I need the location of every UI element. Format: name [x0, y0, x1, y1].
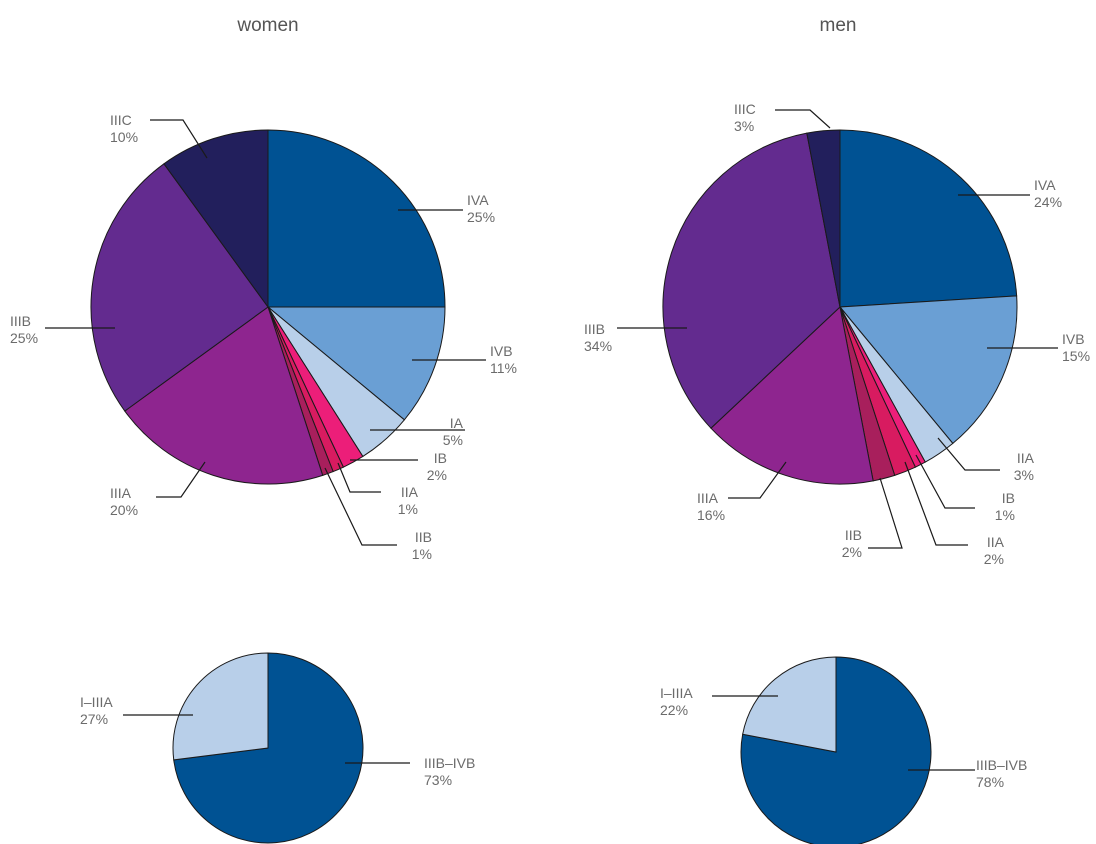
women-pie: IVA 25%IVB 11%IA 5%IB 2%IIA 1%IIB 1%IIIA 20%III… [10, 112, 517, 562]
women-slice-iiib-7 [90, 163, 269, 412]
percent-label: 24% [1034, 194, 1062, 210]
category-label: IVB [490, 343, 513, 359]
men-slice-iva-0 [839, 129, 1018, 308]
percent-label: 27% [80, 711, 108, 727]
category-label: IA [450, 415, 464, 431]
men-summary-pie: IIIB–IVB 78% I–IIIA 22% [660, 656, 1027, 844]
category-label: IIIA [110, 485, 132, 501]
women-label-iib-5: IIB 1% [412, 529, 432, 562]
category-label: IIIC [734, 101, 756, 117]
category-label: IIB [845, 527, 862, 543]
percent-label: 73% [424, 772, 452, 788]
men-leader-iiic-8 [775, 109, 831, 129]
women-slice-ivb-1 [266, 306, 446, 421]
men-label-ib-3: IB 1% [995, 490, 1015, 523]
men-slice-iiic-8 [806, 129, 841, 308]
category-label: I–IIIA [80, 694, 113, 710]
category-label: IIB [415, 529, 432, 545]
percent-label: 2% [842, 544, 862, 560]
category-label: I–IIIA [660, 685, 693, 701]
men-label-ivb-1: IVB 15% [1062, 331, 1090, 364]
men-label-iva-0: IVA 24% [1034, 177, 1062, 210]
women-label-iva-0: IVA 25% [467, 192, 495, 225]
women-label-iia-4: IIA 1% [398, 484, 419, 517]
women-label-ivb-1: IVB 11% [490, 343, 517, 376]
women-leader-iiia-6 [156, 461, 206, 498]
women-summary-slice-i-iiia-1 [172, 652, 269, 761]
women-label-iiib-7: IIIB 25% [10, 313, 38, 346]
category-label: IIIB [584, 321, 605, 337]
men-slice-iiia-6 [710, 306, 874, 485]
women-label-ib-3: IB 2% [427, 450, 447, 483]
women-leader-iiic-8 [150, 119, 208, 159]
category-label: IIA [1017, 450, 1035, 466]
percent-label: 22% [660, 702, 688, 718]
category-label: IIA [401, 484, 419, 500]
men-leader-ib-3 [915, 454, 975, 509]
women-summary-pie: IIIB–IVB 73% I–IIIA 27% [80, 652, 475, 844]
percent-label: 1% [995, 507, 1015, 523]
percent-label: 15% [1062, 348, 1090, 364]
women-summary-label-i-iiia-1: I–IIIA 27% [80, 694, 113, 727]
category-label: IIIB–IVB [976, 757, 1027, 773]
men-chart-title: men [820, 15, 857, 36]
percent-label: 1% [398, 501, 418, 517]
women-chart-title: women [236, 15, 298, 36]
percent-label: 25% [10, 330, 38, 346]
category-label: IVA [467, 192, 489, 208]
percent-label: 25% [467, 209, 495, 225]
percent-label: 78% [976, 774, 1004, 790]
women-label-iiia-6: IIIA 20% [110, 485, 138, 518]
men-slice-ivb-1 [838, 295, 1018, 445]
percent-label: 16% [697, 507, 725, 523]
men-leader-iiia-6 [728, 461, 787, 499]
women-slice-iiia-6 [124, 306, 324, 485]
men-label-iiib-7: IIIB 34% [584, 321, 612, 354]
percent-label: 34% [584, 338, 612, 354]
category-label: IIIB–IVB [424, 755, 475, 771]
men-leader-iia-4 [904, 461, 968, 546]
pie-charts: IVA 25%IVB 11%IA 5%IB 2%IIA 1%IIB 1%IIIA 20%III… [10, 101, 1090, 844]
women-label-iiic-8: IIIC 10% [110, 112, 138, 145]
women-slice-iiic-8 [163, 129, 269, 309]
women-label-ia-2: IA 5% [443, 415, 464, 448]
men-summary-slice-iiib-ivb-0 [740, 656, 932, 844]
category-label: IIIC [110, 112, 132, 128]
men-label-iia-2: IIA 3% [1014, 450, 1035, 483]
men-label-iia-4: IIA 2% [984, 534, 1005, 567]
percent-label: 3% [734, 118, 754, 134]
percent-label: 20% [110, 502, 138, 518]
category-label: IVA [1034, 177, 1056, 193]
men-summary-label-i-iiia-1: I–IIIA 22% [660, 685, 693, 718]
category-label: IIIA [697, 490, 719, 506]
men-leader-iib-5 [868, 477, 903, 549]
men-label-iiia-6: IIIA 16% [697, 490, 725, 523]
percent-label: 5% [443, 432, 463, 448]
percent-label: 1% [412, 546, 432, 562]
women-summary-label-iiib-ivb-0: IIIB–IVB 73% [424, 755, 475, 788]
percent-label: 2% [984, 551, 1004, 567]
category-label: IIA [987, 534, 1005, 550]
percent-label: 3% [1014, 467, 1034, 483]
category-label: IIIB [10, 313, 31, 329]
men-summary-label-iiib-ivb-0: IIIB–IVB 78% [976, 757, 1027, 790]
percent-label: 10% [110, 129, 138, 145]
percent-label: 2% [427, 467, 447, 483]
men-slice-iiib-7 [662, 132, 841, 429]
men-pie: IVA 24%IVB 15%IIA 3%IB 1%IIA 2%IIB 2%IIIA 16%II… [584, 101, 1090, 567]
women-slice-iva-0 [267, 129, 446, 308]
women-leader-iia-4 [337, 462, 381, 493]
category-label: IB [1002, 490, 1015, 506]
women-leader-iib-5 [324, 467, 397, 546]
men-summary-slice-i-iiia-1 [742, 656, 837, 753]
men-label-iib-5: IIB 2% [842, 527, 862, 560]
men-leader-iia-2 [937, 437, 1000, 471]
percent-label: 11% [490, 360, 517, 376]
men-label-iiic-8: IIIC 3% [734, 101, 756, 134]
category-label: IVB [1062, 331, 1085, 347]
category-label: IB [434, 450, 447, 466]
